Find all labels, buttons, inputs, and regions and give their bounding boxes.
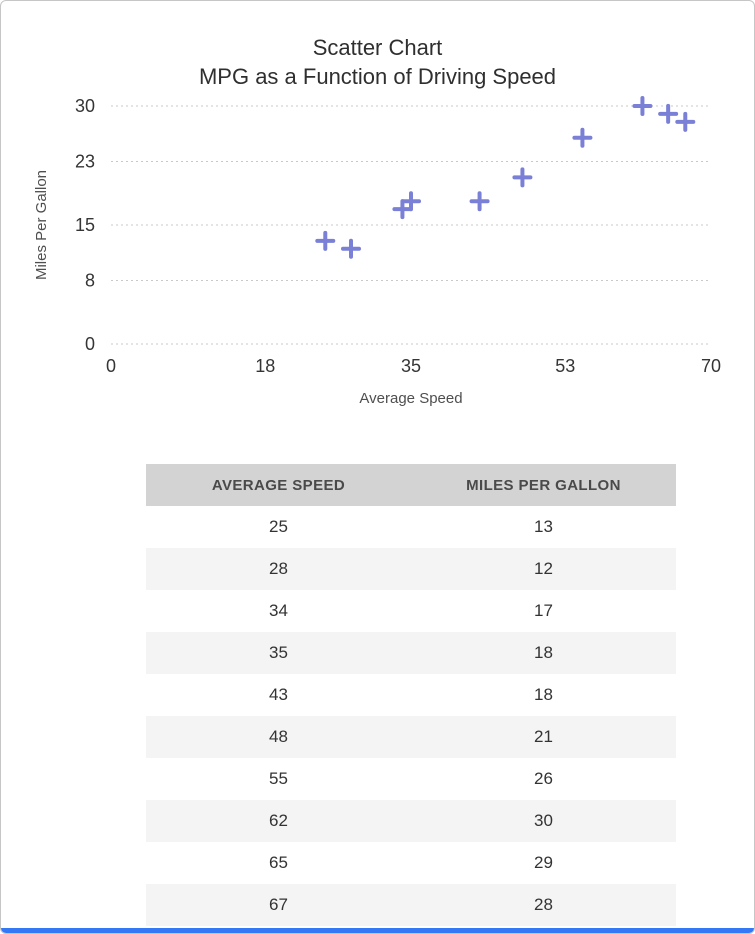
scatter-plot: 0 8 15 23 30 0 18 35 53 70 Miles Per Gallon Average… [33,96,721,407]
scatter-point[interactable] [675,111,696,132]
scatter-point[interactable] [401,191,421,212]
scatter-point[interactable] [392,199,413,220]
y-tick-label: 23 [75,152,95,172]
scatter-point[interactable] [572,127,593,148]
x-tick-label: 53 [555,356,575,376]
x-tick-label: 70 [701,356,721,376]
x-tick-label: 0 [106,356,116,376]
table-row: 67 28 [146,884,676,926]
chart-title-line1: Scatter Chart [312,35,443,60]
table-cell: 34 [269,601,288,620]
table-cell: 55 [269,769,288,788]
table-row: 62 30 [146,800,676,842]
x-tick-label: 35 [401,356,421,376]
table-cell: 43 [269,685,288,704]
table-cell: 29 [534,853,553,872]
table-cell: 18 [534,643,553,662]
scatter-point[interactable] [658,103,679,124]
table-cell: 48 [269,727,288,746]
table-row: 55 26 [146,758,676,800]
table-cell: 30 [534,811,553,830]
table-row: 43 18 [146,674,676,716]
table-row: 35 18 [146,632,676,674]
table-cell: 17 [534,601,553,620]
table-cell: 65 [269,853,288,872]
table-row: 48 21 [146,716,676,758]
chart-title-line2: MPG as a Function of Driving Speed [198,64,557,89]
table-row: 25 13 [146,506,676,548]
table-header-cell: MILES PER GALLON [411,464,676,506]
x-axis-title: Average Speed [359,390,462,407]
table-cell: 67 [269,895,288,914]
scatter-point[interactable] [512,167,533,188]
y-tick-label: 0 [85,334,95,354]
table-row: 28 12 [146,548,676,590]
scatter-point[interactable] [469,191,490,212]
table-header-row: AVERAGE SPEED MILES PER GALLON [146,464,676,506]
data-table: AVERAGE SPEED MILES PER GALLON 25 13 28 12 34… [146,464,676,926]
table-header-cell: AVERAGE SPEED [146,464,411,506]
table-cell: 26 [534,769,553,788]
scatter-point[interactable] [315,230,336,251]
y-axis-title: Miles Per Gallon [33,170,50,280]
table-cell: 25 [269,517,288,536]
scatter-point[interactable] [632,96,653,116]
table-cell: 28 [269,559,288,578]
y-tick-label: 8 [85,271,95,291]
data-table-container: AVERAGE SPEED MILES PER GALLON 25 13 28 12 34… [146,464,676,926]
table-cell: 35 [269,643,288,662]
table-cell: 21 [534,727,553,746]
x-tick-label: 18 [255,356,275,376]
table-row: 65 29 [146,842,676,884]
scatter-point[interactable] [341,238,361,259]
y-tick-label: 15 [75,215,95,235]
chart-title: Scatter Chart MPG as a Function of Drivi… [1,33,754,91]
table-cell: 18 [534,685,553,704]
table-cell: 12 [534,559,553,578]
table-cell: 28 [534,895,553,914]
table-cell: 13 [534,517,553,536]
y-tick-label: 30 [75,96,95,116]
bottom-edge-bar [1,928,754,933]
table-row: 34 17 [146,590,676,632]
table-cell: 62 [269,811,288,830]
